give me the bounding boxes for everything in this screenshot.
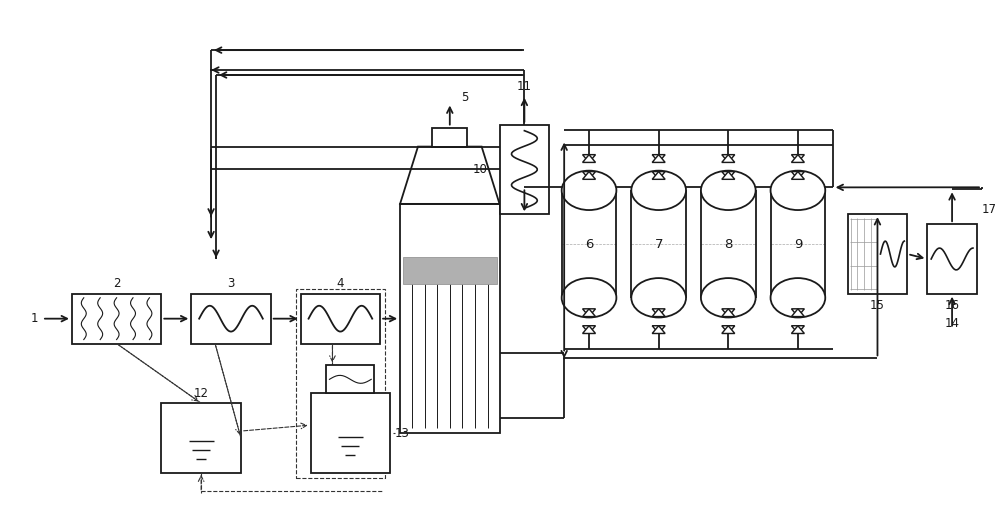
- Ellipse shape: [631, 171, 686, 210]
- Polygon shape: [583, 326, 596, 334]
- Bar: [927, 224, 977, 294]
- Polygon shape: [583, 172, 596, 179]
- Text: 15: 15: [870, 299, 885, 312]
- Bar: [161, 403, 241, 473]
- Polygon shape: [791, 326, 804, 334]
- Bar: [311, 393, 390, 473]
- Ellipse shape: [771, 278, 825, 318]
- Text: 2: 2: [113, 278, 120, 290]
- Polygon shape: [652, 326, 665, 334]
- Text: 1: 1: [30, 312, 38, 325]
- Text: 13: 13: [395, 427, 410, 439]
- Ellipse shape: [701, 278, 756, 318]
- Bar: [296, 289, 385, 478]
- Polygon shape: [583, 326, 596, 334]
- Polygon shape: [652, 155, 665, 162]
- Polygon shape: [652, 309, 665, 317]
- Text: 4: 4: [337, 278, 344, 290]
- Text: 8: 8: [724, 237, 732, 250]
- Bar: [432, 127, 467, 146]
- Bar: [191, 294, 271, 343]
- Polygon shape: [791, 326, 804, 334]
- Polygon shape: [583, 309, 596, 317]
- Text: 17: 17: [982, 203, 997, 216]
- Text: 6: 6: [585, 237, 593, 250]
- Bar: [848, 214, 907, 294]
- Polygon shape: [722, 326, 735, 334]
- Bar: [72, 294, 161, 343]
- Ellipse shape: [771, 171, 825, 210]
- Polygon shape: [722, 172, 735, 179]
- Text: 14: 14: [945, 317, 960, 330]
- Ellipse shape: [562, 171, 616, 210]
- Polygon shape: [722, 155, 735, 162]
- Polygon shape: [652, 326, 665, 334]
- Polygon shape: [652, 172, 665, 179]
- Bar: [326, 365, 374, 393]
- Bar: [301, 294, 380, 343]
- Polygon shape: [652, 172, 665, 179]
- Text: 7: 7: [654, 237, 663, 250]
- Polygon shape: [722, 155, 735, 162]
- Polygon shape: [722, 326, 735, 334]
- Text: 10: 10: [473, 163, 488, 176]
- Polygon shape: [722, 309, 735, 317]
- Ellipse shape: [701, 171, 756, 210]
- Text: 11: 11: [517, 80, 532, 94]
- Polygon shape: [722, 309, 735, 317]
- Polygon shape: [722, 172, 735, 179]
- Text: 3: 3: [227, 278, 235, 290]
- Bar: [400, 204, 500, 433]
- Polygon shape: [652, 309, 665, 317]
- Ellipse shape: [562, 278, 616, 318]
- Polygon shape: [791, 155, 804, 162]
- Polygon shape: [583, 172, 596, 179]
- Polygon shape: [583, 309, 596, 317]
- Text: 9: 9: [794, 237, 802, 250]
- Polygon shape: [400, 146, 500, 204]
- Text: 12: 12: [194, 387, 209, 400]
- Bar: [403, 256, 497, 284]
- Polygon shape: [791, 155, 804, 162]
- Ellipse shape: [631, 278, 686, 318]
- Polygon shape: [652, 155, 665, 162]
- Text: 16: 16: [945, 299, 960, 312]
- Polygon shape: [583, 155, 596, 162]
- Polygon shape: [791, 309, 804, 317]
- Polygon shape: [791, 172, 804, 179]
- Text: 5: 5: [461, 91, 468, 104]
- Bar: [500, 125, 549, 214]
- Polygon shape: [791, 172, 804, 179]
- Polygon shape: [583, 155, 596, 162]
- Polygon shape: [791, 309, 804, 317]
